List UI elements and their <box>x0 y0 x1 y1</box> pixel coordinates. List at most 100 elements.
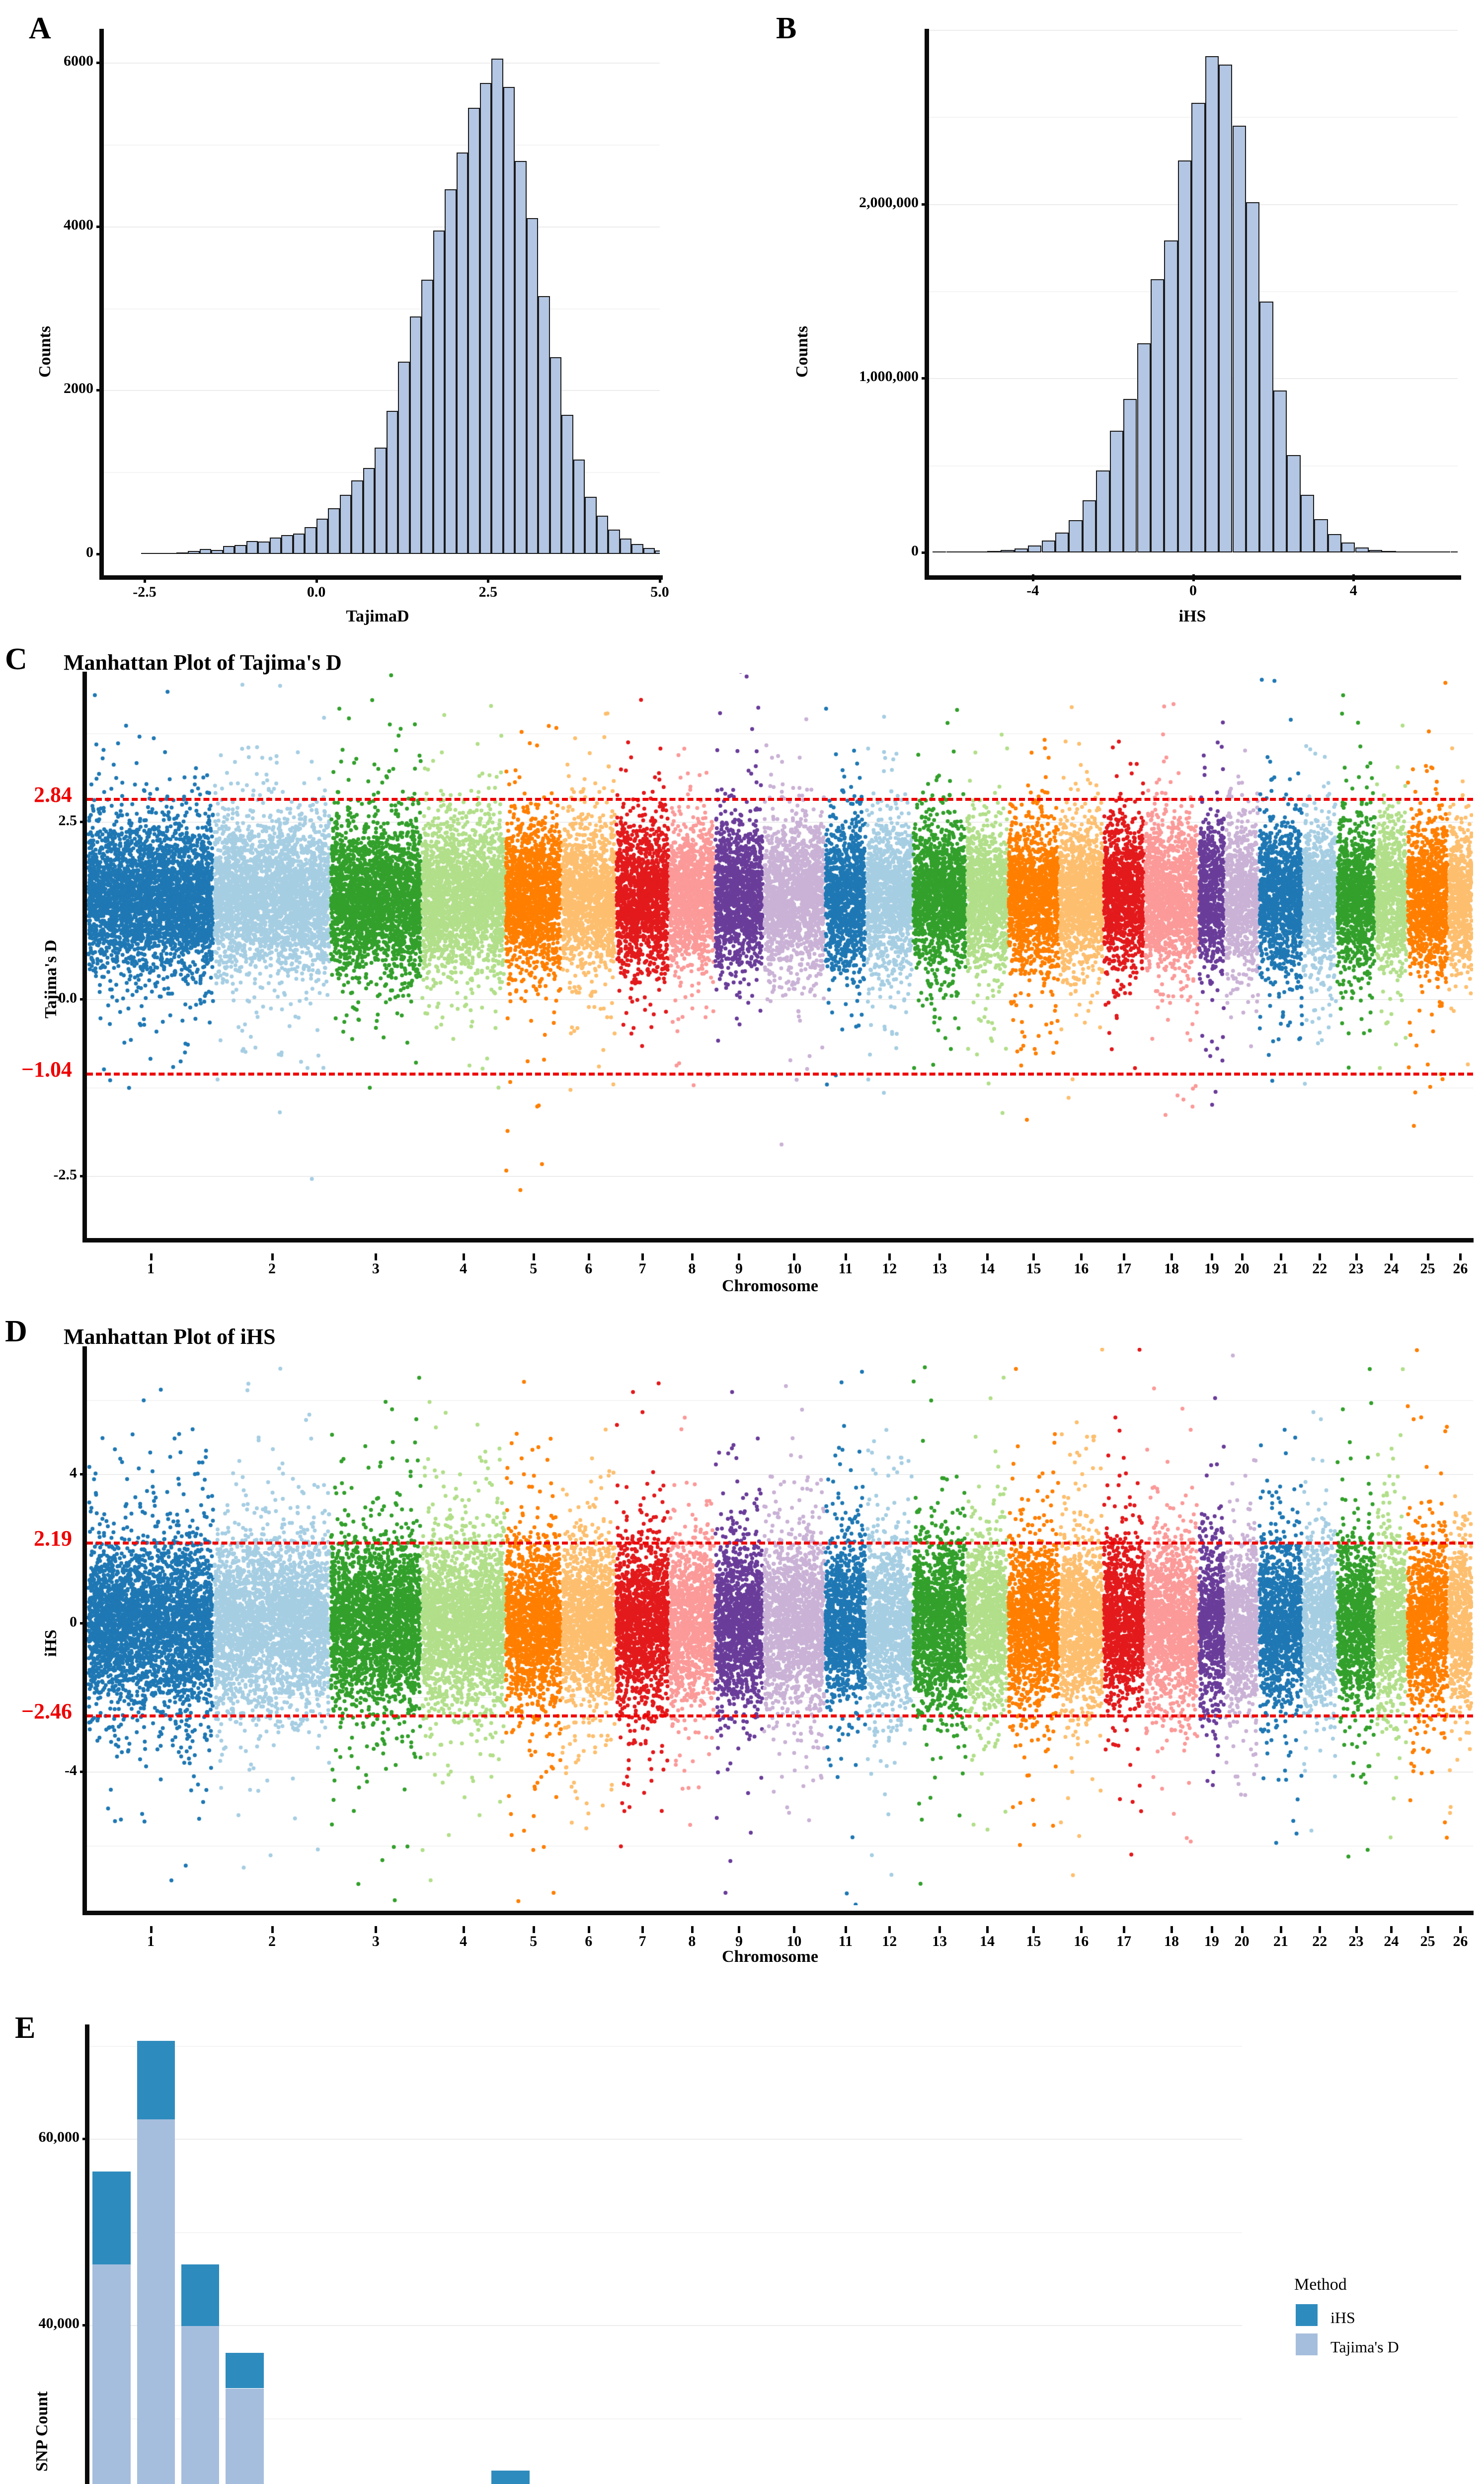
x-axis-tick-label-chr-23: 23 <box>1348 1260 1364 1277</box>
x-axis-tick-mark <box>1171 1926 1173 1933</box>
y-axis-tick-mark <box>80 1770 87 1773</box>
x-axis-tick-mark <box>587 1926 590 1933</box>
x-axis-tick-mark <box>691 1253 694 1260</box>
panel-a-y-axis <box>99 29 104 575</box>
panel-a-x-axis <box>99 575 663 580</box>
legend-title: Method <box>1294 2275 1347 2294</box>
histogram-bar <box>1341 542 1355 552</box>
y-axis-tick-mark <box>922 551 929 554</box>
x-axis-tick-label-chr-23: 23 <box>1348 1933 1364 1949</box>
histogram-bar <box>1232 125 1246 552</box>
x-axis-tick-mark <box>587 1253 590 1260</box>
histogram-bar <box>199 549 212 554</box>
x-axis-tick-label-chr-11: 11 <box>838 1260 853 1277</box>
threshold-label: 2.84 <box>34 782 72 807</box>
x-axis-tick-mark <box>691 1926 694 1933</box>
histogram-bar <box>549 357 562 554</box>
x-axis-tick-mark <box>143 576 146 583</box>
x-axis-tick-label-chr-19: 19 <box>1204 1260 1219 1277</box>
y-axis-tick-mark <box>96 389 103 392</box>
histogram-bar <box>1177 160 1192 552</box>
x-axis-tick-mark <box>1390 1253 1393 1260</box>
x-axis-tick-mark <box>1123 1253 1126 1260</box>
x-axis-tick-mark <box>1031 574 1034 581</box>
threshold-label: −1.04 <box>21 1057 72 1082</box>
y-axis-tick-mark <box>96 225 103 228</box>
x-axis-tick-label-chr-4: 4 <box>460 1260 468 1277</box>
histogram-bar <box>316 519 328 554</box>
gridline-major <box>103 62 660 64</box>
histogram-bar <box>479 83 492 554</box>
x-axis-tick-mark <box>1390 1926 1393 1933</box>
histogram-bar <box>515 160 527 554</box>
x-axis-tick-mark <box>938 1926 941 1933</box>
stacked-bar-ihs-chr-10 <box>491 2470 530 2484</box>
histogram-bar <box>1328 534 1341 552</box>
x-axis-tick-label-chr-16: 16 <box>1074 1933 1089 1949</box>
histogram-bar <box>176 552 188 554</box>
histogram-bar <box>445 189 457 554</box>
panel-e-y-axis <box>85 2024 89 2484</box>
x-axis-tick-label-chr-3: 3 <box>372 1260 380 1277</box>
gridline-major <box>89 2325 1242 2326</box>
panel-e: E SNP Count Chromosome Method iHS Tajima… <box>0 1975 1484 2484</box>
x-axis-tick-mark <box>1355 1253 1358 1260</box>
histogram-bar <box>643 547 655 554</box>
gridline-minor <box>89 2418 1242 2419</box>
x-axis-tick-label-chr-11: 11 <box>838 1933 853 1949</box>
x-axis-tick-label-chr-5: 5 <box>530 1933 538 1949</box>
threshold-line <box>87 1541 1473 1545</box>
gridline-minor <box>103 308 660 310</box>
x-axis-tick-label-chr-6: 6 <box>585 1933 593 1949</box>
x-axis-tick-mark <box>532 1253 535 1260</box>
x-axis-tick-label-chr-15: 15 <box>1026 1260 1041 1277</box>
x-axis-tick-mark <box>1171 1253 1173 1260</box>
scatter-canvas <box>87 673 1473 1233</box>
y-axis-tick-mark <box>922 377 929 380</box>
histogram-bar <box>1314 519 1328 552</box>
histogram-bar <box>1137 343 1151 552</box>
x-axis-tick-label-chr-13: 13 <box>932 1260 947 1277</box>
x-axis-tick-mark <box>1080 1253 1083 1260</box>
stacked-bar-tajimas-d-chr-3 <box>181 2326 220 2484</box>
x-axis-tick-label-chr-1: 1 <box>147 1933 155 1949</box>
x-axis-tick-label-chr-18: 18 <box>1164 1260 1179 1277</box>
y-axis-tick-label: 2.5 <box>58 812 78 829</box>
gridline-major <box>89 2139 1242 2140</box>
histogram-bar <box>561 414 573 554</box>
y-axis-tick-label: 0.0 <box>58 989 78 1006</box>
x-axis-tick-mark <box>462 1926 465 1933</box>
panel-d-plot-area <box>87 1348 1473 1905</box>
x-axis-tick-mark <box>844 1253 847 1260</box>
panel-e-label: E <box>15 2011 36 2045</box>
histogram-bar <box>164 553 176 554</box>
histogram-bar <box>211 549 223 554</box>
x-axis-tick-label-chr-9: 9 <box>735 1260 743 1277</box>
x-axis-tick-label-chr-22: 22 <box>1312 1933 1328 1949</box>
stacked-bar-ihs-chr-4 <box>225 2353 264 2389</box>
histogram-bar <box>620 538 632 554</box>
y-axis-tick-mark <box>96 61 103 64</box>
y-axis-tick-label: 2000 <box>64 380 93 397</box>
histogram-bar <box>1300 495 1315 552</box>
x-axis-tick-label: -2.5 <box>133 584 156 600</box>
histogram-bar <box>468 107 480 554</box>
histogram-bar <box>631 544 643 554</box>
histogram-bar <box>305 527 316 554</box>
x-axis-tick-label-chr-9: 9 <box>735 1933 743 1949</box>
x-axis-tick-mark <box>888 1926 891 1933</box>
histogram-bar <box>234 544 246 554</box>
x-axis-tick-label-chr-8: 8 <box>688 1933 696 1949</box>
stacked-bar-ihs-chr-2 <box>137 2041 175 2119</box>
panel-d-y-axis-label: iHS <box>42 1630 60 1657</box>
panel-d-y-axis <box>82 1346 87 1911</box>
histogram-bar <box>1205 56 1219 552</box>
y-axis-tick-label: 60,000 <box>38 2129 80 2145</box>
y-axis-tick-label: 2,000,000 <box>859 194 919 211</box>
x-axis-tick-label-chr-18: 18 <box>1164 1933 1179 1949</box>
x-axis-tick-mark <box>150 1253 153 1260</box>
x-axis-tick-label-chr-20: 20 <box>1234 1260 1250 1277</box>
histogram-bar <box>1273 390 1287 552</box>
histogram-bar <box>1096 470 1110 552</box>
x-axis-tick-mark <box>1032 1253 1035 1260</box>
